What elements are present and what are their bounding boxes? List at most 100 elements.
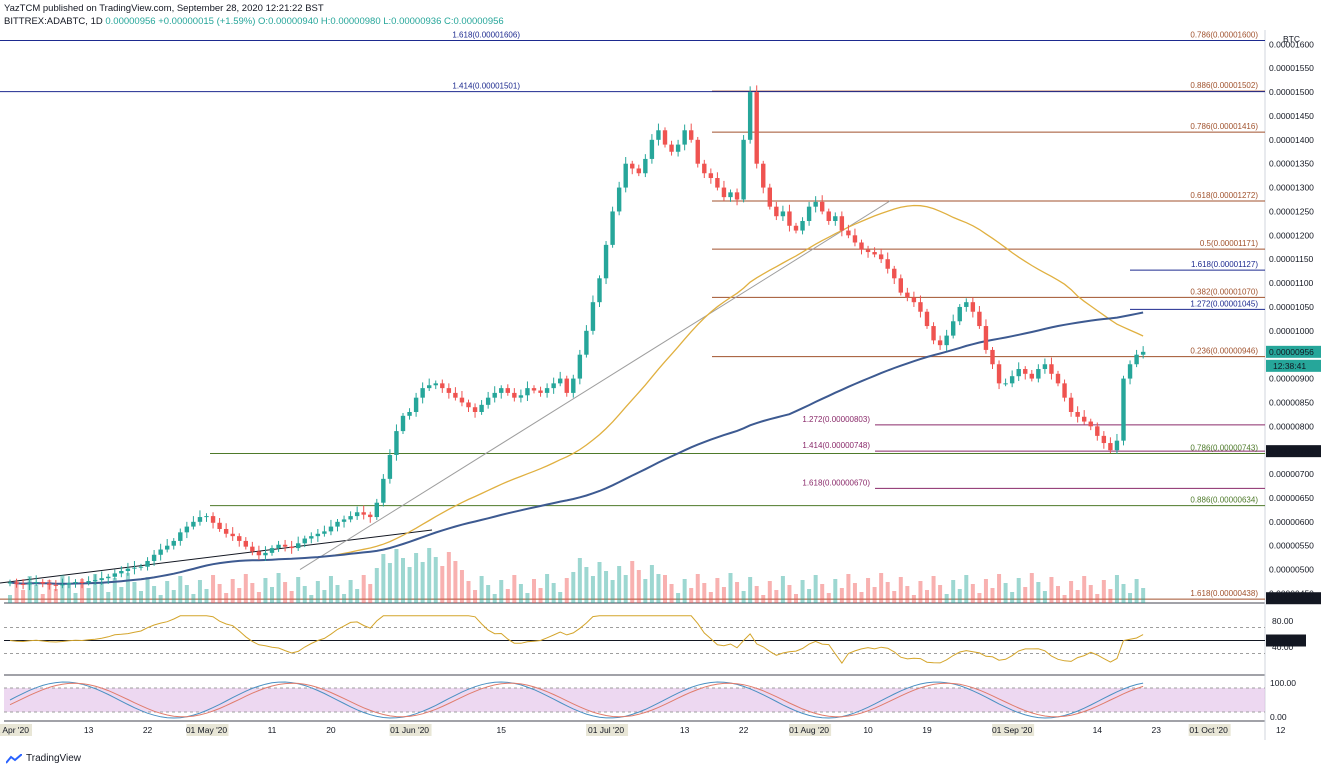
candle-body	[1049, 364, 1054, 374]
date-tick-label: 11	[268, 725, 277, 735]
candle-body	[571, 378, 576, 393]
stoch-tick-label: 100.00	[1270, 678, 1296, 688]
volume-bar	[106, 592, 111, 603]
volume-bar	[1023, 587, 1028, 603]
candle-body	[643, 158, 648, 174]
candle-body	[1016, 369, 1021, 377]
candle-body	[492, 392, 497, 398]
volume-bar	[767, 581, 772, 603]
volume-bar	[1069, 581, 1074, 603]
date-tick-label: 13	[84, 725, 94, 735]
volume-bar	[590, 576, 595, 603]
candle-body	[872, 252, 877, 255]
candle-body	[806, 206, 812, 221]
candle-body	[590, 302, 596, 331]
candle-body	[708, 173, 714, 179]
volume-bar	[250, 583, 255, 603]
volume-bar	[171, 590, 176, 603]
volume-bar	[165, 581, 170, 603]
candle-body	[898, 278, 903, 293]
price-marker-text: 0.00000748	[1269, 446, 1314, 456]
volume-bar	[708, 592, 713, 603]
volume-bar	[931, 576, 936, 603]
fib-level-label: 1.618(0.00001606)	[452, 31, 520, 40]
candle-body	[531, 388, 537, 391]
price-tick-label: 0.00000800	[1269, 421, 1314, 431]
candle-body	[715, 178, 720, 188]
volume-bar	[132, 582, 137, 603]
candle-body	[178, 532, 183, 541]
rsi-tick-label: 50.00	[1270, 636, 1292, 646]
candle-body	[1140, 351, 1146, 355]
candle-body	[223, 528, 229, 534]
tradingview-logo-icon	[6, 753, 22, 764]
candle-body	[977, 311, 982, 327]
candle-body	[407, 412, 412, 416]
candle-body	[27, 582, 32, 585]
price-marker	[1266, 445, 1321, 458]
volume-bar	[492, 594, 497, 603]
date-tick-label: 23	[1152, 725, 1162, 735]
volume-bar	[335, 585, 340, 603]
candle-body	[413, 397, 419, 412]
candle-body	[538, 390, 543, 393]
candle-body	[1029, 373, 1034, 379]
price-tick-label: 0.00001050	[1269, 302, 1314, 312]
rsi-tick-label: 80.00	[1272, 616, 1294, 626]
candle-body	[695, 139, 700, 164]
candle-body	[230, 533, 235, 537]
candle-body	[217, 522, 222, 529]
price-tick-label: 0.00001000	[1269, 326, 1314, 336]
volume-bar	[538, 588, 543, 603]
candle-body	[505, 388, 510, 393]
volume-bar	[1108, 589, 1113, 603]
candle-body	[1055, 373, 1061, 384]
volume-bar	[780, 576, 785, 603]
price-tick-label: 0.00001150	[1269, 254, 1314, 264]
volume-bar	[839, 588, 844, 603]
volume-bar	[368, 584, 373, 603]
volume-bar	[361, 575, 366, 603]
candle-body	[289, 546, 294, 549]
volume-bar	[826, 593, 831, 603]
candle-body	[7, 582, 13, 584]
volume-bar	[433, 557, 438, 603]
candle-body	[86, 581, 91, 583]
candle-body	[433, 383, 438, 386]
volume-bar	[224, 593, 229, 603]
volume-bar	[1121, 584, 1126, 603]
fib-level-label: 0.5(0.00001171)	[1200, 239, 1258, 248]
volume-bar	[728, 573, 733, 603]
stoch-d-line	[9, 682, 1144, 718]
candle-body	[525, 388, 530, 396]
tradingview-logo: TradingView	[6, 753, 81, 764]
price-tick-label: 0.00001350	[1269, 159, 1314, 169]
candle-body	[256, 551, 262, 556]
volume-bar	[604, 571, 609, 603]
candle-body	[368, 514, 373, 518]
candle-body	[354, 512, 360, 517]
last-price-marker-text: 0.00000956	[1269, 347, 1314, 357]
date-tick-label: 10	[863, 725, 873, 735]
date-label-box	[586, 724, 629, 736]
volume-bar	[263, 578, 268, 603]
price-tick-label: 0.00001450	[1269, 111, 1314, 121]
price-tick-label: 0.00001250	[1269, 206, 1314, 216]
candle-body	[852, 235, 858, 243]
candle-body	[689, 130, 694, 140]
candle-body	[243, 540, 248, 547]
last-price: 0.00000956	[105, 16, 156, 27]
candle-body	[1101, 435, 1107, 444]
date-tick-label: 01 Apr '20	[0, 725, 29, 735]
volume-bar	[715, 578, 720, 603]
volume-bar	[997, 574, 1002, 603]
candle-body	[79, 581, 85, 583]
volume-bar	[309, 595, 314, 603]
fib-level-label: 0.236(0.00000946)	[1190, 347, 1258, 356]
volume-bar	[663, 575, 667, 603]
candle-body	[335, 521, 340, 527]
volume-bar	[459, 570, 464, 603]
trendline	[299, 200, 891, 570]
volume-bar	[859, 592, 864, 603]
